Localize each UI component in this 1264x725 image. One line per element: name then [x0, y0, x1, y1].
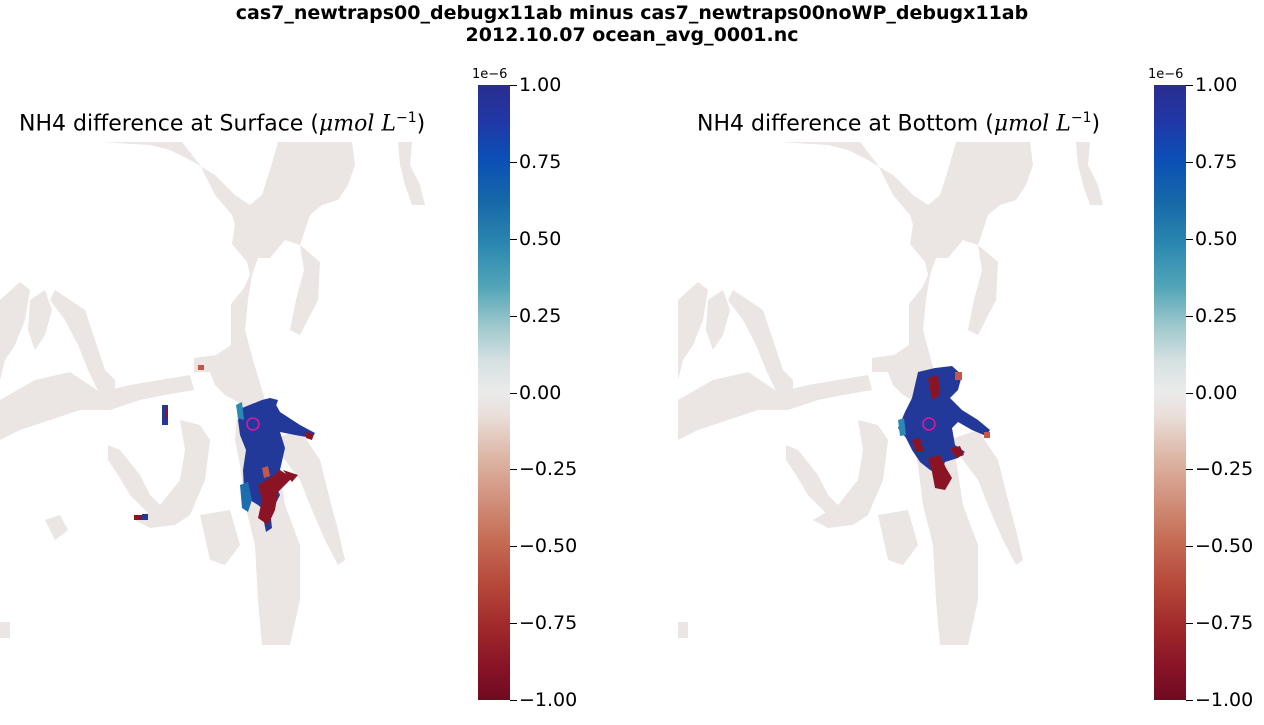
colorbar-tick: [510, 469, 517, 470]
surface-colorbar-exponent: 1e−6: [472, 67, 508, 82]
colorbar-tick-label: −0.75: [519, 612, 578, 634]
bottom-map: [678, 142, 1103, 645]
colorbar-tick: [1186, 239, 1193, 240]
surface-panel-title: NH4 difference at Surface (μmol L−1): [19, 110, 426, 137]
surface-water-mask: [0, 142, 425, 645]
colorbar-tick: [1186, 469, 1193, 470]
colorbar-tick-label: 0.25: [519, 305, 562, 327]
colorbar-tick: [1186, 623, 1193, 624]
colorbar-tick-label: 0.25: [1195, 305, 1238, 327]
colorbar-tick-label: −0.75: [1195, 612, 1254, 634]
surface-map: [0, 142, 425, 645]
colorbar-tick-label: −0.50: [1195, 535, 1254, 557]
colorbar-tick-label: 0.75: [519, 151, 562, 173]
bottom-colorbar-exponent: 1e−6: [1148, 67, 1184, 82]
colorbar-tick: [1186, 546, 1193, 547]
colorbar-tick-label: −0.50: [519, 535, 578, 557]
colorbar-tick: [510, 393, 517, 394]
colorbar-tick-label: −1.00: [519, 689, 578, 711]
colorbar-tick: [510, 546, 517, 547]
colorbar-tick: [1186, 85, 1193, 86]
figure-title-line2: 2012.10.07 ocean_avg_0001.nc: [465, 24, 799, 46]
bottom-panel-title: NH4 difference at Bottom (μmol L−1): [697, 110, 1101, 137]
colorbar-tick: [510, 623, 517, 624]
colorbar-tick-label: 0.50: [519, 228, 562, 250]
colorbar-tick: [510, 316, 517, 317]
colorbar-tick-label: 0.50: [1195, 228, 1238, 250]
colorbar-tick: [1186, 316, 1193, 317]
bottom-water-mask: [678, 142, 1103, 645]
surface-colorbar-gradient: [478, 85, 510, 700]
colorbar-tick: [510, 239, 517, 240]
bottom-location-marker: [922, 417, 936, 431]
bottom-colorbar-gradient: [1154, 85, 1186, 700]
colorbar-tick: [510, 85, 517, 86]
colorbar-tick-label: −0.25: [1195, 458, 1254, 480]
bottom-anomaly: [898, 366, 990, 490]
colorbar-tick-label: 0.00: [519, 382, 562, 404]
colorbar-tick-label: 1.00: [519, 74, 562, 96]
colorbar-tick: [510, 700, 517, 701]
colorbar-tick-label: −1.00: [1195, 689, 1254, 711]
colorbar-tick: [1186, 393, 1193, 394]
colorbar-tick: [1186, 162, 1193, 163]
surface-location-marker: [246, 417, 260, 431]
colorbar-tick-label: 0.00: [1195, 382, 1238, 404]
figure-title-line1: cas7_newtraps00_debugx11ab minus cas7_ne…: [235, 2, 1029, 24]
colorbar-tick-label: 0.75: [1195, 151, 1238, 173]
colorbar-tick: [1186, 700, 1193, 701]
colorbar-tick-label: −0.25: [519, 458, 578, 480]
colorbar-tick: [510, 162, 517, 163]
colorbar-tick-label: 1.00: [1195, 74, 1238, 96]
